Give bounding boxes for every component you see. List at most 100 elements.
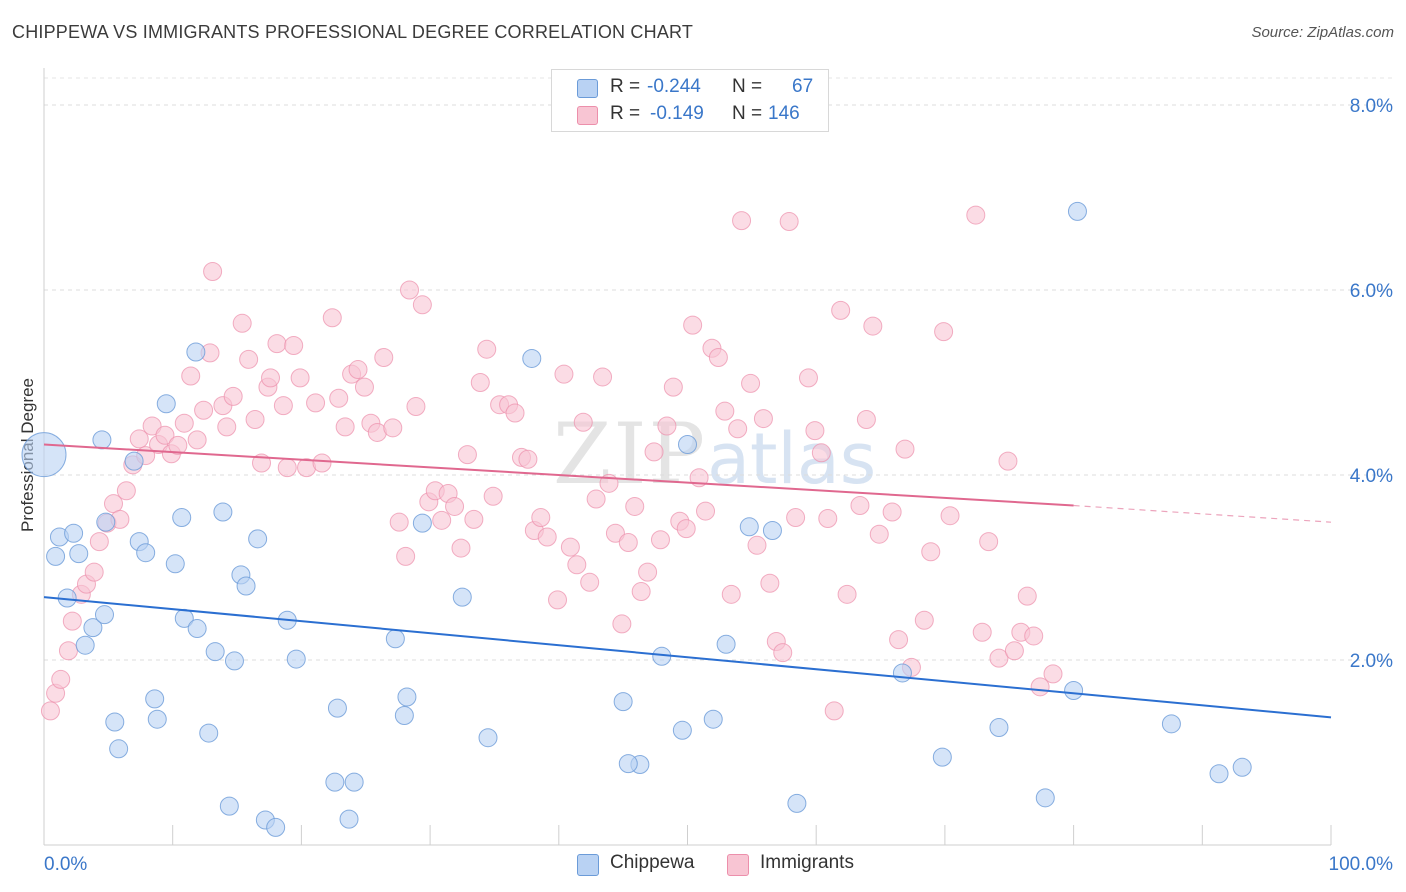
immigrants-point xyxy=(505,403,525,423)
immigrants-point xyxy=(412,295,432,315)
immigrants-point xyxy=(354,377,374,397)
chippewa-point xyxy=(172,508,192,528)
immigrants-point xyxy=(786,508,806,528)
immigrants-point xyxy=(650,530,670,550)
chippewa-trend-line xyxy=(43,596,1332,719)
immigrants-point xyxy=(445,496,465,516)
y-tick-label: 6.0% xyxy=(1350,281,1393,302)
chippewa-point xyxy=(94,605,114,625)
chippewa-point xyxy=(892,663,912,683)
immigrants-point xyxy=(245,410,265,429)
immigrants-point xyxy=(396,546,416,566)
immigrants-point xyxy=(1024,626,1044,646)
immigrants-point xyxy=(773,643,793,663)
legend-row-immigrants: R = -0.149 N = 146 xyxy=(552,101,828,127)
immigrants-point xyxy=(335,417,355,437)
chippewa-swatch xyxy=(577,854,599,876)
chippewa-point xyxy=(613,692,633,712)
immigrants-point xyxy=(934,322,954,342)
immigrants-point xyxy=(1004,641,1024,661)
chippewa-point xyxy=(618,754,638,774)
immigrants-point xyxy=(531,508,551,528)
immigrants-point xyxy=(818,508,838,528)
y-tick-label: 2.0% xyxy=(1350,651,1393,672)
chippewa-point xyxy=(83,618,103,638)
chippewa-point xyxy=(385,629,405,649)
immigrants-point xyxy=(863,316,883,336)
chippewa-point xyxy=(266,817,286,837)
immigrants-point xyxy=(277,458,297,478)
immigrants-point xyxy=(798,368,818,388)
immigrants-point xyxy=(753,409,773,429)
immigrants-point xyxy=(605,523,625,543)
immigrants-point xyxy=(889,630,909,650)
chippewa-point xyxy=(1067,201,1087,221)
immigrants-point xyxy=(477,339,497,359)
immigrants-point xyxy=(580,572,600,592)
legend-n-value: 146 xyxy=(768,103,800,124)
immigrants-point xyxy=(451,538,471,558)
chippewa-point xyxy=(147,709,167,729)
immigrants-point xyxy=(267,334,287,354)
immigrants-point xyxy=(232,313,252,333)
chippewa-point xyxy=(205,642,225,662)
immigrants-point xyxy=(217,417,237,437)
chippewa-point xyxy=(989,718,1009,738)
immigrants-point xyxy=(129,429,149,449)
chippewa-point xyxy=(21,432,67,478)
chippewa-point xyxy=(1209,764,1229,784)
legend-n-label: N = xyxy=(732,76,763,97)
immigrants-point xyxy=(805,421,825,441)
immigrants-point xyxy=(663,377,683,397)
chippewa-point xyxy=(327,698,347,718)
immigrants-point xyxy=(51,669,71,689)
immigrants-point xyxy=(972,622,992,642)
chippewa-point xyxy=(199,723,219,743)
immigrants-point xyxy=(464,509,484,529)
immigrants-point xyxy=(261,368,281,388)
immigrants-point xyxy=(779,212,799,232)
chippewa-point xyxy=(213,502,233,522)
immigrants-point xyxy=(979,532,999,552)
chippewa-point xyxy=(165,554,185,574)
chippewa-point xyxy=(109,739,129,759)
immigrants-point xyxy=(203,262,223,281)
immigrants-point xyxy=(747,535,767,555)
chippewa-point xyxy=(92,430,112,450)
immigrants-point xyxy=(921,542,941,562)
immigrants-point xyxy=(374,348,394,368)
legend-label-chippewa: Chippewa xyxy=(610,852,695,873)
x-tick-label: 0.0% xyxy=(44,854,87,875)
chippewa-point xyxy=(156,394,176,414)
immigrants-point xyxy=(187,430,207,450)
immigrants-point xyxy=(84,562,104,582)
immigrants-point xyxy=(155,425,175,445)
immigrants-point xyxy=(760,573,780,593)
immigrants-point xyxy=(638,562,658,582)
immigrants-point xyxy=(728,419,748,439)
immigrants-point xyxy=(470,373,490,392)
immigrants-point xyxy=(62,611,82,631)
chippewa-point xyxy=(124,451,144,471)
chippewa-point xyxy=(1035,788,1055,808)
immigrants-point xyxy=(142,416,162,436)
immigrants-trend-extension xyxy=(1073,504,1332,523)
chippewa-point xyxy=(344,772,364,792)
immigrants-point xyxy=(322,308,342,328)
immigrants-point xyxy=(194,400,214,420)
chippewa-point xyxy=(932,747,952,767)
immigrants-point xyxy=(831,300,851,320)
immigrants-point xyxy=(348,360,368,380)
immigrants-swatch xyxy=(727,854,749,876)
immigrants-point xyxy=(89,532,109,552)
immigrants-point xyxy=(518,449,538,469)
chippewa-point xyxy=(397,687,417,707)
legend-r-value: -0.149 xyxy=(650,103,704,124)
chippewa-point xyxy=(703,709,723,729)
chippewa-point xyxy=(478,728,498,748)
immigrants-point xyxy=(625,496,645,516)
chippewa-point xyxy=(75,635,95,655)
immigrants-point xyxy=(560,537,580,557)
chippewa-point xyxy=(236,576,256,596)
legend-row-chippewa: R = -0.244 N = 67 xyxy=(552,74,828,100)
